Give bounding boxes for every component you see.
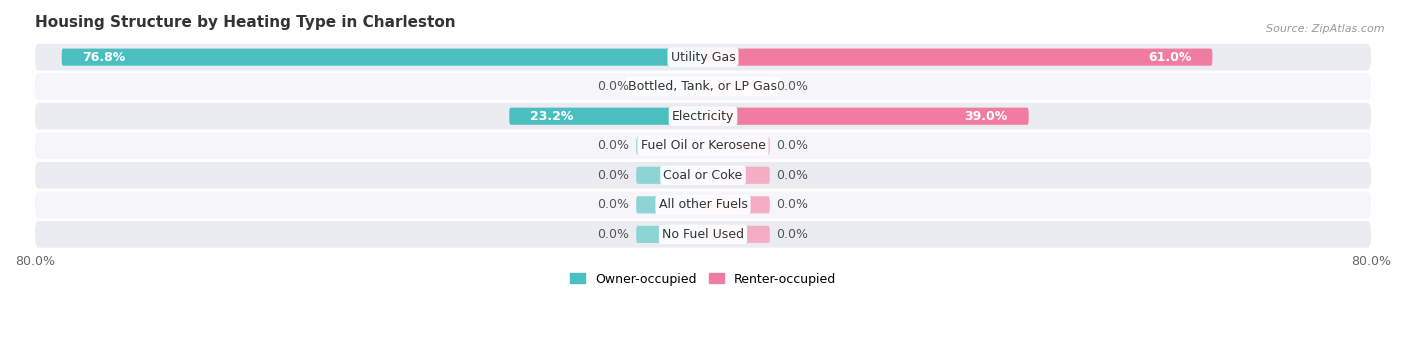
Text: Electricity: Electricity xyxy=(672,110,734,123)
Text: 0.0%: 0.0% xyxy=(776,139,808,152)
FancyBboxPatch shape xyxy=(703,108,1029,125)
FancyBboxPatch shape xyxy=(703,226,770,243)
Text: 0.0%: 0.0% xyxy=(598,169,630,182)
Legend: Owner-occupied, Renter-occupied: Owner-occupied, Renter-occupied xyxy=(565,267,841,291)
FancyBboxPatch shape xyxy=(636,78,703,95)
Text: Coal or Coke: Coal or Coke xyxy=(664,169,742,182)
FancyBboxPatch shape xyxy=(35,132,1371,159)
Text: 76.8%: 76.8% xyxy=(83,50,127,64)
Text: 39.0%: 39.0% xyxy=(965,110,1008,123)
Text: 0.0%: 0.0% xyxy=(776,228,808,241)
FancyBboxPatch shape xyxy=(35,103,1371,130)
FancyBboxPatch shape xyxy=(636,226,703,243)
Text: Bottled, Tank, or LP Gas: Bottled, Tank, or LP Gas xyxy=(628,80,778,93)
Text: No Fuel Used: No Fuel Used xyxy=(662,228,744,241)
FancyBboxPatch shape xyxy=(703,196,770,213)
FancyBboxPatch shape xyxy=(703,48,1212,66)
FancyBboxPatch shape xyxy=(35,192,1371,218)
FancyBboxPatch shape xyxy=(62,48,703,66)
Text: 0.0%: 0.0% xyxy=(598,139,630,152)
FancyBboxPatch shape xyxy=(703,167,770,184)
FancyBboxPatch shape xyxy=(636,196,703,213)
Text: 0.0%: 0.0% xyxy=(598,198,630,211)
FancyBboxPatch shape xyxy=(35,44,1371,71)
Text: Utility Gas: Utility Gas xyxy=(671,50,735,64)
FancyBboxPatch shape xyxy=(509,108,703,125)
Text: Fuel Oil or Kerosene: Fuel Oil or Kerosene xyxy=(641,139,765,152)
Text: 0.0%: 0.0% xyxy=(776,169,808,182)
Text: All other Fuels: All other Fuels xyxy=(658,198,748,211)
FancyBboxPatch shape xyxy=(636,137,703,154)
Text: 0.0%: 0.0% xyxy=(776,80,808,93)
FancyBboxPatch shape xyxy=(703,137,770,154)
Text: 0.0%: 0.0% xyxy=(776,198,808,211)
FancyBboxPatch shape xyxy=(35,73,1371,100)
Text: 61.0%: 61.0% xyxy=(1149,50,1191,64)
FancyBboxPatch shape xyxy=(703,78,770,95)
Text: 0.0%: 0.0% xyxy=(598,228,630,241)
FancyBboxPatch shape xyxy=(35,221,1371,248)
Text: 0.0%: 0.0% xyxy=(598,80,630,93)
FancyBboxPatch shape xyxy=(35,162,1371,189)
Text: Housing Structure by Heating Type in Charleston: Housing Structure by Heating Type in Cha… xyxy=(35,15,456,30)
Text: 23.2%: 23.2% xyxy=(530,110,574,123)
Text: Source: ZipAtlas.com: Source: ZipAtlas.com xyxy=(1267,24,1385,34)
FancyBboxPatch shape xyxy=(636,167,703,184)
